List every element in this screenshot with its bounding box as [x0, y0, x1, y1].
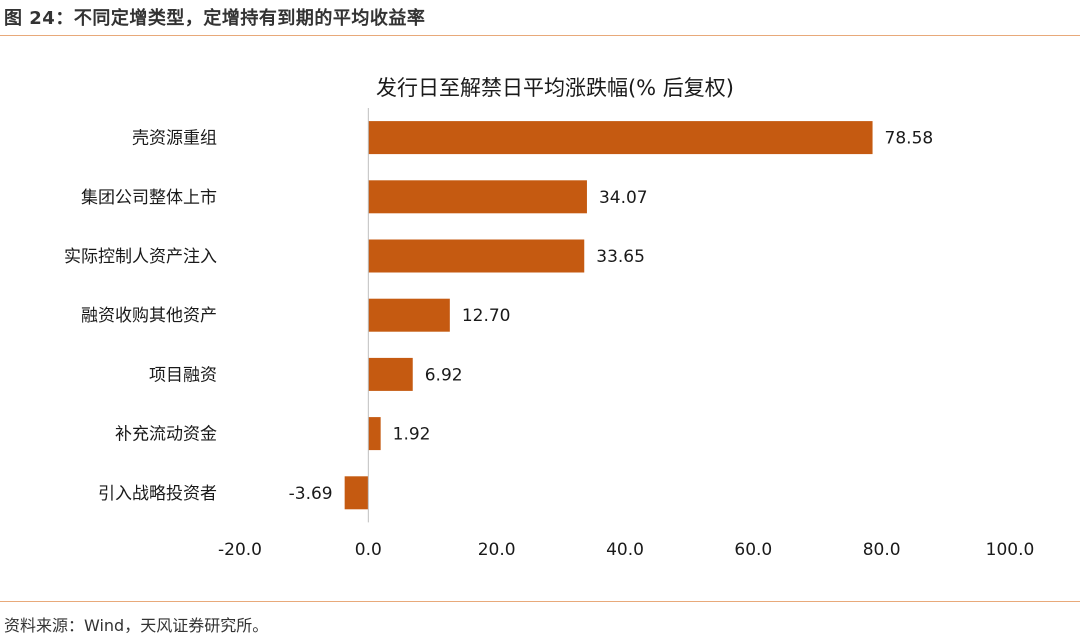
source-note: 资料来源：Wind，天风证券研究所。: [4, 616, 269, 635]
x-tick-label: 0.0: [355, 540, 382, 560]
bar-chart: 发行日至解禁日平均涨跌幅(% 后复权) 壳资源重组 78.58 集团公司整体上市 34…: [64, 76, 1035, 560]
value-label: 33.65: [596, 247, 645, 267]
bar-1: [368, 121, 873, 155]
bar-4: [368, 298, 450, 332]
category-label: 融资收购其他资产: [81, 306, 217, 326]
category-label: 补充流动资金: [115, 425, 217, 445]
x-tick-label: 60.0: [734, 540, 772, 560]
bar-7: [344, 476, 369, 510]
value-label: 1.92: [393, 425, 431, 445]
value-label: 12.70: [462, 306, 511, 326]
chart-title: 发行日至解禁日平均涨跌幅(% 后复权): [376, 76, 734, 100]
bar-5: [368, 357, 413, 391]
x-tick-label: -20.0: [218, 540, 262, 560]
category-label: 项目融资: [149, 365, 217, 385]
value-label: -3.69: [289, 484, 333, 504]
value-label: 78.58: [885, 129, 934, 149]
value-label: 6.92: [425, 365, 463, 385]
bar-6: [368, 417, 381, 451]
category-label: 集团公司整体上市: [81, 188, 217, 208]
top-divider: [0, 35, 1080, 36]
x-tick-label: 80.0: [863, 540, 901, 560]
x-tick-label: 40.0: [606, 540, 644, 560]
bar-3: [368, 239, 585, 273]
category-label: 实际控制人资产注入: [64, 247, 217, 267]
category-label: 壳资源重组: [132, 129, 217, 149]
category-label: 引入战略投资者: [98, 484, 217, 504]
bar-2: [368, 180, 587, 214]
x-tick-label: 20.0: [478, 540, 516, 560]
bottom-divider: [0, 601, 1080, 602]
x-tick-label: 100.0: [986, 540, 1035, 560]
value-label: 34.07: [599, 188, 648, 208]
figure-title: 图 24：不同定增类型，定增持有到期的平均收益率: [4, 8, 426, 29]
